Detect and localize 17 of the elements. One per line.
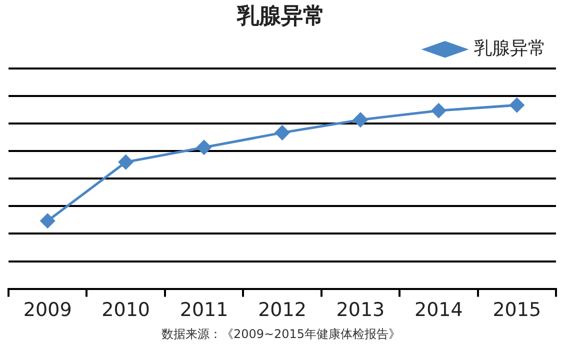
point: [510, 98, 524, 112]
point: [40, 214, 55, 228]
x-tick-label: 2015: [492, 299, 542, 322]
point: [275, 125, 290, 140]
chart-title: 乳腺异常: [236, 4, 325, 29]
x-tick-label: 2013: [336, 299, 385, 322]
x-tick-label: 2012: [258, 299, 306, 322]
legend-label: 乳腺异常: [474, 38, 546, 60]
source-note: 数据来源：《2009~2015年健康体检报告》: [161, 326, 401, 341]
point: [353, 112, 368, 128]
x-tick-label: 2014: [414, 299, 463, 322]
x-tick-label: 2010: [102, 299, 150, 322]
point: [431, 103, 446, 118]
x-tick-label: 2011: [180, 299, 228, 322]
point: [118, 154, 134, 170]
x-tick-label: 2009: [23, 299, 72, 322]
point: [196, 140, 212, 155]
